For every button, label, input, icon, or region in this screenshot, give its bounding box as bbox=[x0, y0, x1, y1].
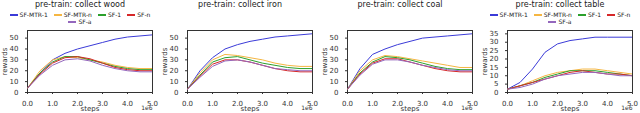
svg-text:0.0: 0.0 bbox=[502, 100, 513, 108]
svg-text:3.0: 3.0 bbox=[256, 100, 269, 109]
svg-text:40: 40 bbox=[170, 45, 179, 53]
svg-text:0.0: 0.0 bbox=[182, 100, 193, 108]
svg-text:1e6: 1e6 bbox=[621, 104, 633, 111]
svg-text:5.0: 5.0 bbox=[306, 100, 319, 109]
svg-text:steps: steps bbox=[241, 105, 260, 113]
svg-text:2.0: 2.0 bbox=[231, 100, 244, 109]
svg-text:40: 40 bbox=[10, 45, 19, 53]
svg-text:50: 50 bbox=[330, 34, 339, 42]
html-text:SF-a: SF-a bbox=[78, 18, 92, 25]
svg-text:rewards: rewards bbox=[321, 47, 329, 75]
svg-text:3.0: 3.0 bbox=[416, 100, 429, 109]
svg-text:25: 25 bbox=[490, 47, 499, 55]
svg-text:5.0: 5.0 bbox=[466, 100, 479, 109]
svg-text:30: 30 bbox=[490, 38, 499, 46]
svg-text:steps: steps bbox=[81, 105, 100, 113]
svg-text:5: 5 bbox=[494, 80, 498, 88]
html-text:SF-n: SF-n bbox=[137, 11, 151, 18]
svg-text:rewards: rewards bbox=[1, 47, 9, 75]
svg-text:1.0: 1.0 bbox=[367, 100, 378, 108]
html-text:pre-train: collect wood: pre-train: collect wood bbox=[35, 0, 125, 9]
svg-text:0: 0 bbox=[174, 89, 178, 97]
svg-text:0: 0 bbox=[334, 89, 338, 97]
svg-text:rewards: rewards bbox=[161, 47, 169, 75]
svg-text:1.0: 1.0 bbox=[207, 100, 218, 108]
html-text:SF-n: SF-n bbox=[617, 11, 631, 18]
svg-text:10: 10 bbox=[490, 72, 499, 80]
svg-text:5.0: 5.0 bbox=[146, 100, 159, 109]
svg-text:30: 30 bbox=[10, 56, 19, 64]
html-text:SF-MTR-1: SF-MTR-1 bbox=[19, 11, 48, 18]
svg-text:0: 0 bbox=[14, 89, 18, 97]
svg-text:4.0: 4.0 bbox=[282, 100, 293, 108]
html-text:SF-1: SF-1 bbox=[107, 11, 122, 18]
svg-text:10: 10 bbox=[330, 78, 339, 86]
html-text:pre-train: collect iron: pre-train: collect iron bbox=[198, 0, 282, 9]
svg-text:1e6: 1e6 bbox=[141, 104, 153, 111]
svg-text:1e6: 1e6 bbox=[301, 104, 313, 111]
svg-text:10: 10 bbox=[170, 78, 179, 86]
html-text:SF-1: SF-1 bbox=[587, 11, 602, 18]
html-text:SF-MTR-1: SF-MTR-1 bbox=[499, 11, 528, 18]
svg-text:20: 20 bbox=[490, 55, 499, 63]
svg-text:3.0: 3.0 bbox=[576, 100, 589, 109]
svg-text:20: 20 bbox=[170, 67, 179, 75]
svg-text:4.0: 4.0 bbox=[602, 100, 613, 108]
html-text:pre-train: collect coal: pre-train: collect coal bbox=[357, 0, 443, 9]
svg-text:35: 35 bbox=[490, 30, 499, 38]
svg-text:30: 30 bbox=[330, 56, 339, 64]
svg-text:15: 15 bbox=[490, 64, 499, 72]
svg-text:0.0: 0.0 bbox=[342, 100, 353, 108]
svg-text:1.0: 1.0 bbox=[47, 100, 58, 108]
svg-text:5.0: 5.0 bbox=[626, 100, 639, 109]
svg-text:30: 30 bbox=[170, 56, 179, 64]
svg-text:steps: steps bbox=[561, 105, 580, 113]
svg-text:50: 50 bbox=[10, 34, 19, 42]
svg-text:2.0: 2.0 bbox=[391, 100, 404, 109]
svg-text:0.0: 0.0 bbox=[22, 100, 33, 108]
svg-text:50: 50 bbox=[170, 34, 179, 42]
svg-text:steps: steps bbox=[401, 105, 420, 113]
svg-text:2.0: 2.0 bbox=[71, 100, 84, 109]
html-text:SF-MTR-n: SF-MTR-n bbox=[63, 11, 92, 18]
svg-text:0: 0 bbox=[494, 89, 498, 97]
html-text:SF-MTR-n: SF-MTR-n bbox=[543, 11, 572, 18]
svg-text:4.0: 4.0 bbox=[442, 100, 453, 108]
html-text:pre-train: collect table: pre-train: collect table bbox=[515, 0, 605, 9]
svg-text:2.0: 2.0 bbox=[551, 100, 564, 109]
svg-text:10: 10 bbox=[10, 78, 19, 86]
svg-text:1e6: 1e6 bbox=[461, 104, 473, 111]
html-text:SF-a: SF-a bbox=[558, 18, 572, 25]
svg-text:4.0: 4.0 bbox=[122, 100, 133, 108]
svg-text:20: 20 bbox=[10, 67, 19, 75]
svg-text:1.0: 1.0 bbox=[527, 100, 538, 108]
svg-text:40: 40 bbox=[330, 45, 339, 53]
svg-text:rewards: rewards bbox=[481, 47, 489, 75]
svg-text:3.0: 3.0 bbox=[96, 100, 109, 109]
svg-text:20: 20 bbox=[330, 67, 339, 75]
